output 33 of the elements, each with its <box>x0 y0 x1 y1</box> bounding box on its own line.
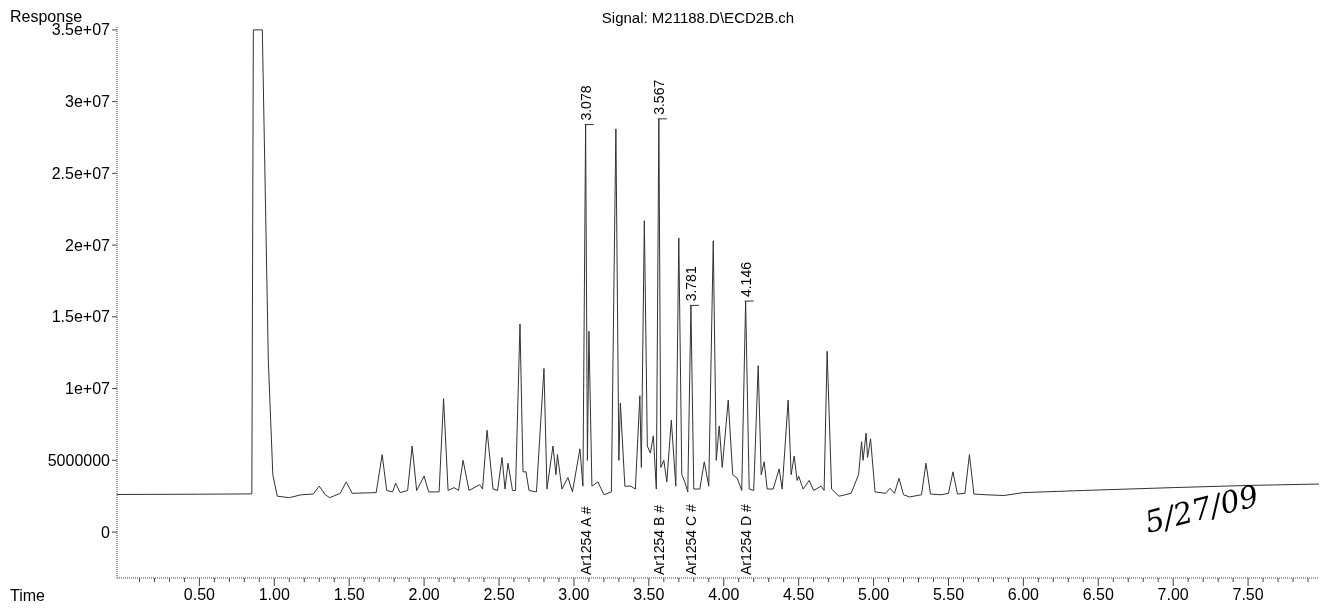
annotation: Ar1254 D # <box>737 503 754 575</box>
x-tick-label: 5.00 <box>857 586 890 603</box>
x-tick-label: 1.00 <box>258 586 290 603</box>
x-tick-label: 0.50 <box>183 586 216 603</box>
annotation: 3.567 <box>650 79 667 115</box>
x-tick-label: 1.50 <box>333 586 365 603</box>
x-tick-label: 6.00 <box>1007 586 1040 603</box>
y-tick-label: 3e+07 <box>65 93 111 111</box>
annotation: 5/27/09 <box>1141 477 1262 540</box>
x-tick-label: 7.50 <box>1232 586 1264 603</box>
annotation: 4.146 <box>737 261 754 298</box>
x-tick-label: 2.50 <box>483 586 515 603</box>
y-tick-label: 1e+07 <box>65 380 111 398</box>
x-tick-label: 2.00 <box>408 586 440 603</box>
annotation: Ar1254 C # <box>682 503 699 575</box>
x-tick-label: 7.00 <box>1157 586 1189 603</box>
x-tick-label: 6.50 <box>1082 586 1114 603</box>
x-tick-label: 4.00 <box>708 586 740 603</box>
x-tick-label: 3.00 <box>558 586 590 603</box>
annotation: 3.078 <box>577 85 594 121</box>
x-tick-label: 5.50 <box>932 586 965 603</box>
annotation: Ar1254 A # <box>577 506 594 575</box>
y-tick-label: 1.5e+07 <box>51 308 111 326</box>
x-tick-label: 4.50 <box>783 586 815 603</box>
chart-title: Signal: M21188.D\ECD2B.ch <box>601 9 795 26</box>
annotation: Ar1254 B # <box>650 504 667 575</box>
y-tick-label: 5000000 <box>47 451 111 469</box>
annotation: 3.781 <box>682 266 699 302</box>
y-tick-label: 0 <box>101 523 111 541</box>
y-tick-label: 2e+07 <box>65 236 111 254</box>
x-axis-title: Time <box>10 587 46 604</box>
y-tick-label: 2.5e+07 <box>51 164 111 182</box>
x-tick-label: 3.50 <box>633 586 665 603</box>
